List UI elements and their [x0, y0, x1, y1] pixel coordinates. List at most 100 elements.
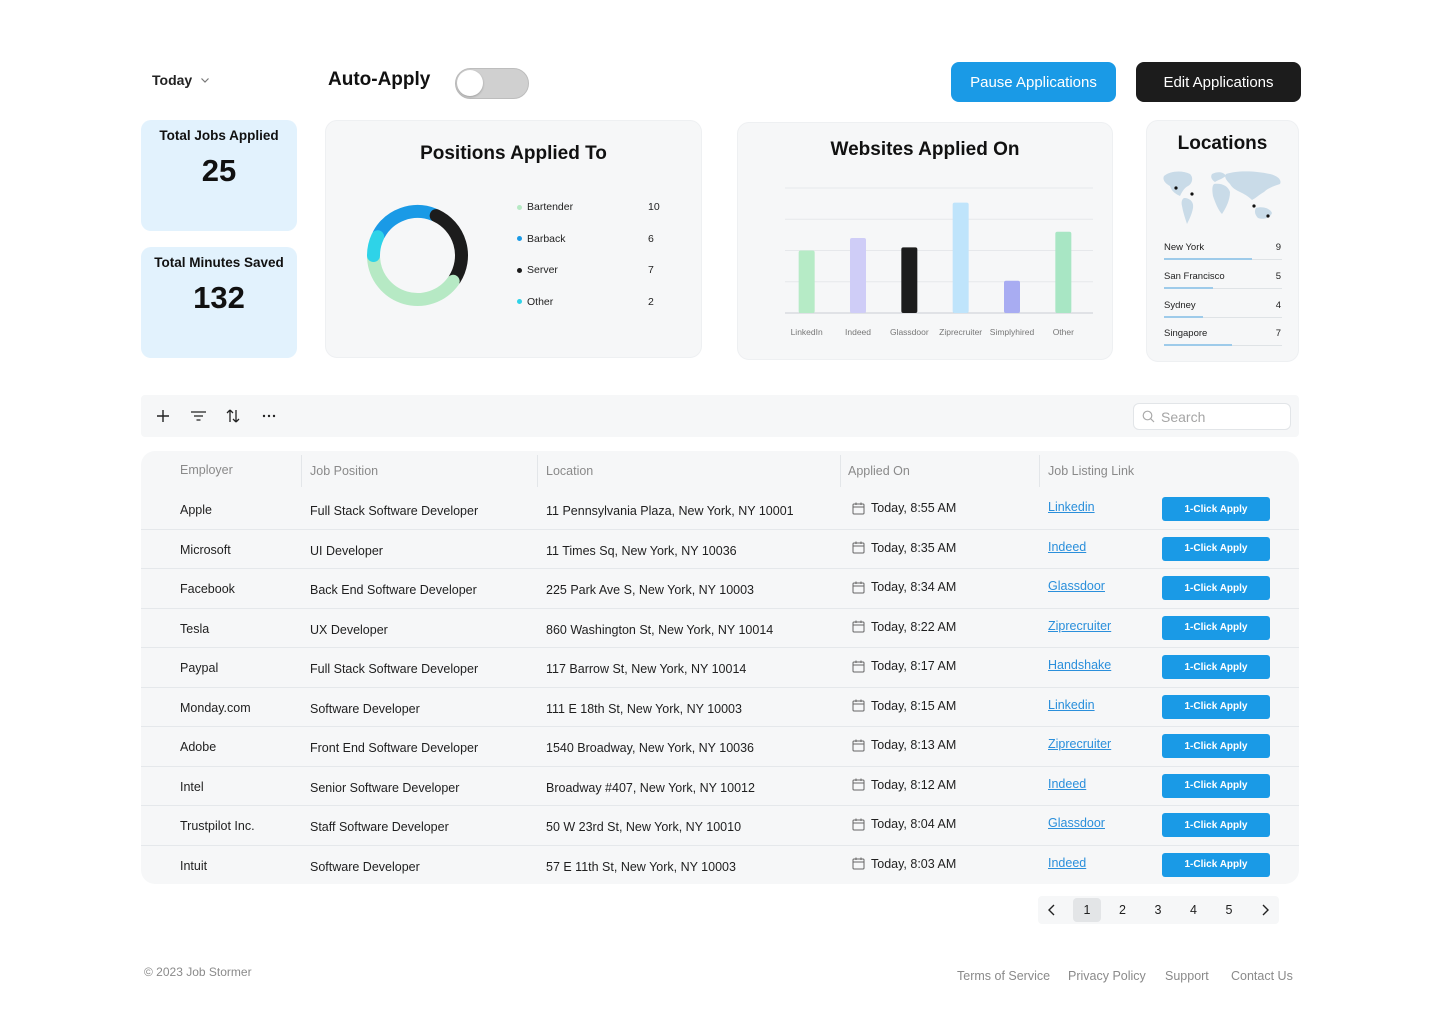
- employer-cell: Apple: [180, 503, 212, 517]
- employer-cell: Paypal: [180, 661, 219, 675]
- filter-button[interactable]: [189, 407, 207, 425]
- location-count: 5: [1275, 270, 1281, 282]
- location-count: 9: [1275, 242, 1281, 253]
- one-click-apply-button[interactable]: 1-Click Apply: [1162, 576, 1270, 600]
- applied-on-cell: Today, 8:55 AM: [852, 501, 956, 515]
- location-bar: [1164, 344, 1232, 347]
- employer-cell: Tesla: [180, 621, 210, 636]
- footer-link[interactable]: Privacy Policy: [1068, 969, 1146, 983]
- footer-link[interactable]: Terms of Service: [957, 969, 1051, 983]
- location-cell: 11 Times Sq, New York, NY 10036: [546, 543, 737, 558]
- one-click-apply-button[interactable]: 1-Click Apply: [1162, 813, 1270, 837]
- sort-button[interactable]: [224, 407, 242, 425]
- sort-icon: [226, 409, 240, 423]
- positions-title: Positions Applied To: [420, 143, 607, 164]
- locations-title: Locations: [1177, 133, 1268, 154]
- search-input[interactable]: [1161, 408, 1281, 425]
- employer-cell: Trustpilot Inc.: [180, 819, 255, 833]
- legend-dot: [517, 267, 522, 273]
- footer-link[interactable]: Support: [1165, 969, 1209, 983]
- donut-slice-server: [429, 209, 468, 286]
- legend-label: Barback: [527, 232, 566, 245]
- period-dropdown[interactable]: Today: [152, 72, 210, 88]
- applied-on-cell: Today, 8:22 AM: [852, 620, 956, 634]
- x-tick-label: Other: [1052, 327, 1074, 337]
- legend-value: 7: [648, 264, 654, 276]
- table-row: Intel Senior Software Developer Broadway…: [141, 767, 1299, 807]
- search-icon: [1142, 410, 1155, 423]
- bar-indeed: [850, 238, 866, 313]
- one-click-apply-button[interactable]: 1-Click Apply: [1162, 536, 1270, 561]
- location-cell: 1540 Broadway, New York, NY 10036: [546, 741, 755, 755]
- bar-ziprecruiter: [952, 202, 969, 313]
- legend-dot: [517, 204, 522, 210]
- location-cell: 860 Washington St, New York, NY 10014: [546, 622, 774, 637]
- prev-page-button[interactable]: [1038, 898, 1066, 922]
- location-item: Sydney 4: [1164, 298, 1282, 318]
- position-cell: Full Stack Software Developer: [310, 662, 479, 676]
- calendar-icon: [852, 541, 865, 554]
- legend-value: 10: [648, 201, 660, 213]
- auto-apply-toggle[interactable]: [455, 68, 529, 99]
- next-page-button[interactable]: [1251, 898, 1279, 922]
- pause-applications-button[interactable]: Pause Applications: [951, 62, 1116, 102]
- one-click-apply-button[interactable]: 1-Click Apply: [1162, 773, 1270, 798]
- one-click-apply-button[interactable]: 1-Click Apply: [1162, 615, 1270, 640]
- job-listing-link[interactable]: Indeed: [1048, 539, 1087, 554]
- page-button-1[interactable]: 1: [1073, 898, 1101, 922]
- one-click-apply-button[interactable]: 1-Click Apply: [1162, 497, 1270, 521]
- edit-applications-button[interactable]: Edit Applications: [1136, 62, 1301, 102]
- page-button-5[interactable]: 5: [1225, 903, 1233, 917]
- total-jobs-label: Total Jobs Applied: [159, 128, 279, 143]
- employer-cell: Facebook: [180, 582, 235, 596]
- add-button[interactable]: [154, 407, 172, 425]
- footer-link[interactable]: Contact Us: [1231, 969, 1293, 983]
- table-toolbar: [141, 395, 1299, 437]
- more-options-button[interactable]: [260, 407, 278, 425]
- locations-card: Locations: [1146, 120, 1299, 362]
- one-click-apply-button[interactable]: 1-Click Apply: [1162, 694, 1270, 719]
- job-listing-link[interactable]: Indeed: [1048, 855, 1087, 870]
- job-listing-link[interactable]: Indeed: [1048, 776, 1087, 791]
- job-listing-link[interactable]: Linkedin: [1048, 500, 1095, 514]
- websites-title: Websites Applied On: [830, 139, 1020, 160]
- auto-apply-label: Auto-Apply: [328, 69, 431, 90]
- location-name: San Francisco: [1164, 270, 1225, 282]
- one-click-apply-button[interactable]: 1-Click Apply: [1162, 655, 1270, 679]
- applied-on-text: Today, 8:03 AM: [871, 856, 957, 871]
- one-click-apply-button[interactable]: 1-Click Apply: [1162, 734, 1270, 758]
- websites-card: Websites Applied On: [737, 122, 1113, 360]
- legend-label: Other: [527, 295, 554, 308]
- applications-table: Employer Job Position Location Applied O…: [141, 451, 1299, 884]
- legend-label: Server: [527, 264, 558, 276]
- calendar-icon: [852, 778, 865, 791]
- x-tick-label: LinkedIn: [790, 327, 823, 337]
- job-listing-link[interactable]: Linkedin: [1048, 697, 1095, 712]
- applied-on-text: Today, 8:34 AM: [871, 580, 957, 594]
- donut-slice-barback: [372, 205, 441, 241]
- chevron-right-icon: [1262, 904, 1269, 916]
- one-click-apply-button[interactable]: 1-Click Apply: [1162, 852, 1270, 877]
- location-count: 7: [1275, 328, 1281, 340]
- table-row: Intuit Software Developer 57 E 11th St, …: [141, 846, 1299, 886]
- websites-bar-chart: [785, 187, 1093, 314]
- header-job-listing-link: Job Listing Link: [1048, 464, 1135, 478]
- positions-legend-item: Bartender: [517, 201, 573, 213]
- job-listing-link[interactable]: Glassdoor: [1048, 579, 1105, 593]
- job-listing-link[interactable]: Ziprecruiter: [1048, 737, 1112, 751]
- page-button-4[interactable]: 4: [1190, 903, 1197, 917]
- job-listing-link[interactable]: Glassdoor: [1048, 816, 1105, 830]
- job-listing-link[interactable]: Handshake: [1048, 658, 1112, 672]
- job-listing-link[interactable]: Ziprecruiter: [1048, 618, 1112, 633]
- table-row: Tesla UX Developer 860 Washington St, Ne…: [141, 609, 1299, 649]
- calendar-icon: [852, 502, 865, 514]
- page-button-3[interactable]: 3: [1154, 903, 1162, 917]
- bar-other: [1055, 231, 1072, 313]
- bar-glassdoor: [901, 247, 918, 313]
- position-cell: Back End Software Developer: [310, 583, 477, 597]
- location-name: Sydney: [1164, 299, 1196, 311]
- position-cell: Full Stack Software Developer: [310, 504, 479, 518]
- page-button-2[interactable]: 2: [1119, 903, 1126, 917]
- legend-label: Bartender: [527, 201, 574, 213]
- search-box[interactable]: [1133, 403, 1291, 430]
